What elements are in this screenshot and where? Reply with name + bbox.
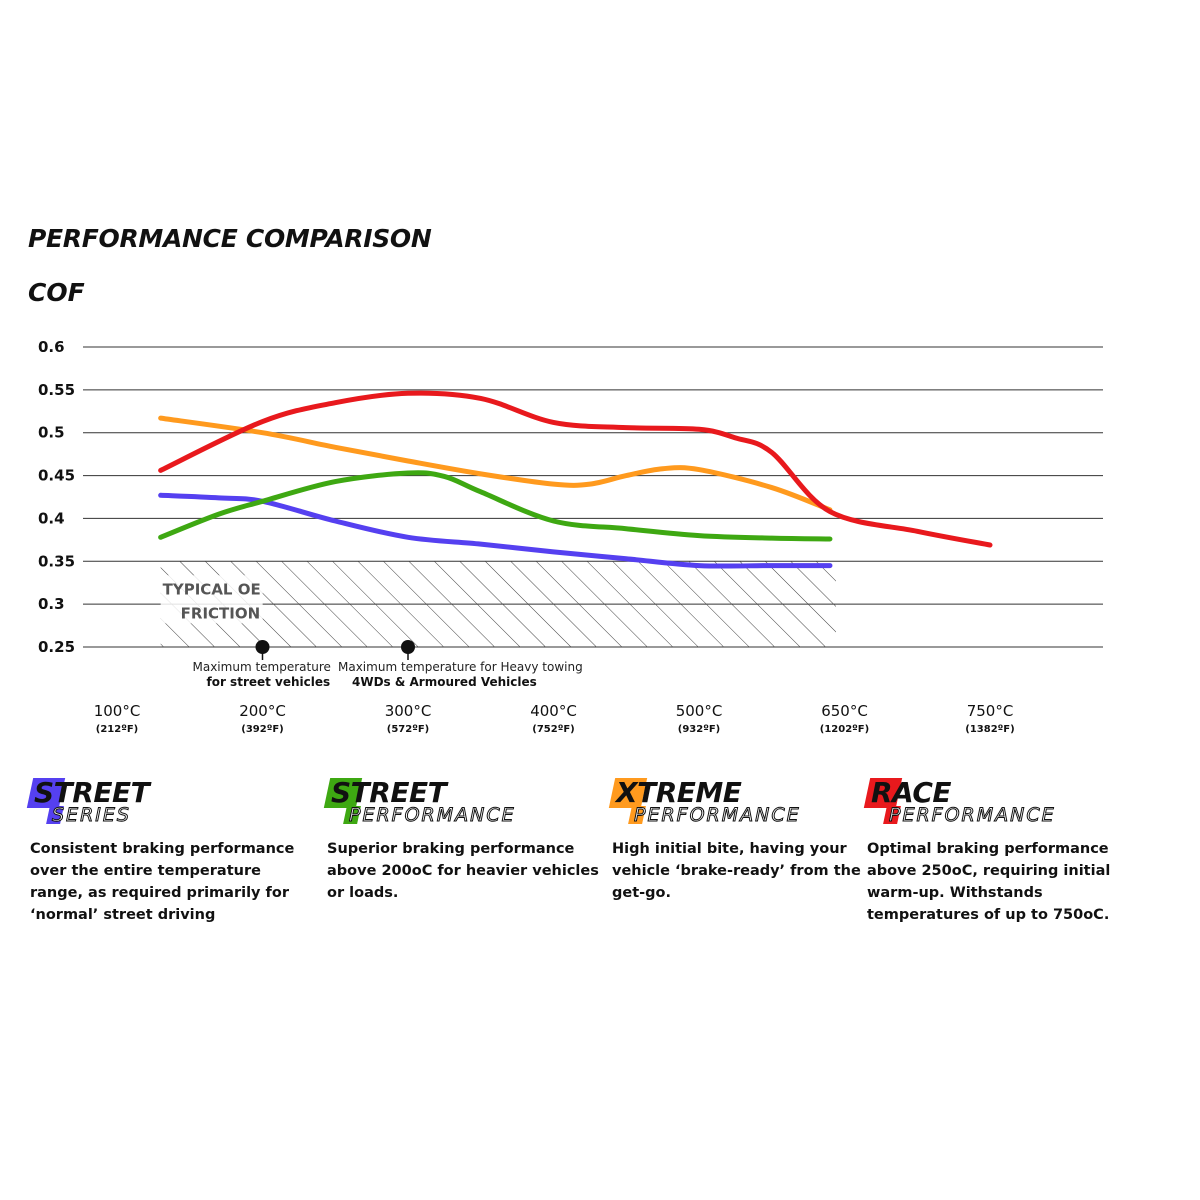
xtreme-performance-word2: PERFORMANCE	[634, 804, 801, 827]
x-tick-label: 300°C	[385, 702, 432, 720]
oe-label-line1: TYPICAL OE	[163, 580, 261, 598]
y-tick-label: 0.35	[38, 552, 75, 570]
y-tick-label: 0.45	[38, 467, 75, 485]
x-tick-sublabel: (932ºF)	[678, 724, 721, 735]
street-series-word2: SERIES	[52, 804, 131, 827]
race-performance-word2: PERFORMANCE	[889, 804, 1056, 827]
series-line-xtreme-performance	[158, 415, 833, 513]
annotation-line2: 4WDs & Armoured Vehicles	[352, 675, 537, 689]
legend-street-performance: STREET PERFORMANCE Superior braking perf…	[323, 776, 607, 904]
street-series-word1: STREET	[34, 776, 150, 809]
legend-street-series: STREET SERIES Consistent braking perform…	[26, 776, 310, 926]
x-tick-sublabel: (1202ºF)	[820, 724, 869, 735]
legend-xtreme-performance: XTREME PERFORMANCE High initial bite, ha…	[608, 776, 892, 904]
street-performance-description: Superior braking performance above 200oC…	[327, 841, 599, 901]
street-series-description: Consistent braking performance over the …	[30, 841, 295, 923]
annotation-line2: for street vehicles	[207, 675, 331, 689]
race-performance-word1: RACE	[871, 776, 952, 809]
annotation-marker	[401, 640, 415, 654]
race-performance-logo: RACE PERFORMANCE	[863, 776, 1147, 830]
x-tick-sublabel: (572ºF)	[387, 724, 430, 735]
x-tick-label: 100°C	[94, 702, 141, 720]
x-tick-sublabel: (1382ºF)	[965, 724, 1014, 735]
oe-label-line2: FRICTION	[181, 604, 261, 622]
x-tick-label: 500°C	[676, 702, 723, 720]
y-axis-title: COF	[28, 278, 85, 307]
race-performance-description: Optimal braking performance above 250oC,…	[867, 841, 1111, 923]
x-tick-sublabel: (392ºF)	[241, 724, 284, 735]
street-series-logo: STREET SERIES	[26, 776, 310, 830]
street-performance-word1: STREET	[331, 776, 447, 809]
x-tick-sublabel: (212ºF)	[96, 724, 139, 735]
y-tick-label: 0.5	[38, 424, 65, 442]
street-performance-logo: STREET PERFORMANCE	[323, 776, 607, 830]
x-tick-sublabel: (752ºF)	[532, 724, 575, 735]
y-tick-label: 0.3	[38, 595, 65, 613]
x-tick-label: 650°C	[821, 702, 868, 720]
y-tick-label: 0.25	[38, 638, 75, 656]
series-line-street-performance	[158, 470, 833, 542]
xtreme-performance-logo: XTREME PERFORMANCE	[608, 776, 892, 830]
xtreme-performance-description: High initial bite, having your vehicle ‘…	[612, 841, 861, 901]
oe-friction-band	[160, 561, 836, 647]
legend-race-performance: RACE PERFORMANCE Optimal braking perform…	[863, 776, 1147, 926]
chart-title: PERFORMANCE COMPARISON	[28, 224, 432, 253]
x-tick-label: 750°C	[967, 702, 1014, 720]
annotation-line1: Maximum temperature for Heavy towing	[338, 660, 583, 674]
annotation-marker	[255, 640, 270, 654]
y-tick-label: 0.55	[38, 381, 75, 399]
series-line-street-series	[158, 492, 833, 569]
y-tick-label: 0.6	[38, 338, 65, 356]
annotation-line1: Maximum temperature	[193, 660, 331, 674]
series-line-race-performance	[158, 390, 993, 548]
y-tick-label: 0.4	[38, 509, 65, 527]
oe-label-background	[160, 575, 263, 624]
x-tick-label: 200°C	[239, 702, 286, 720]
x-tick-label: 400°C	[530, 702, 577, 720]
street-performance-word2: PERFORMANCE	[349, 804, 516, 827]
xtreme-performance-word1: XTREME	[616, 776, 742, 809]
